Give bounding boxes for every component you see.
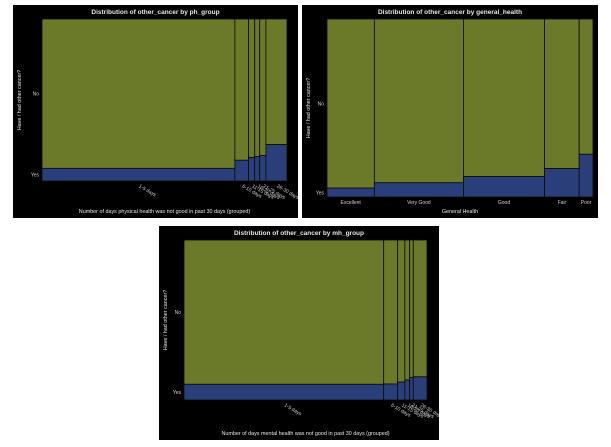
tile-yes-fair <box>544 168 580 198</box>
x-axis-label: Number of days mental health was not goo… <box>221 431 389 437</box>
y-axis-label: Have / had other cancer? <box>17 70 23 131</box>
y-tick-no: No <box>318 102 325 108</box>
chart-title: Distribution of other_cancer by ph_group <box>91 9 219 16</box>
tile-no-1-5-days <box>183 239 385 385</box>
tile-yes-excellent <box>326 187 375 198</box>
tile-yes-21-25-days <box>409 377 414 401</box>
x-tick-good: Good <box>498 200 510 206</box>
tile-yes-1-5-days <box>183 383 385 401</box>
tile-no-26-30-days <box>265 18 288 145</box>
tile-no-good <box>463 18 545 177</box>
tile-no-16-20-days <box>254 18 261 158</box>
tile-no-very-good <box>373 18 464 184</box>
tile-yes-11-15-days <box>248 157 256 182</box>
tile-no-6-10-days <box>234 18 249 161</box>
x-axis-label: Number of days physical health was not g… <box>79 209 251 215</box>
x-tick-very-good: Very Good <box>407 200 431 206</box>
mosaic-chart-mh-group: Distribution of other_cancer by mh_group… <box>159 226 439 440</box>
x-tick-1-5-days: 1-5 days <box>137 184 157 199</box>
tile-yes-poor <box>578 153 594 198</box>
tile-yes-26-30-days <box>265 144 288 182</box>
tile-yes-1-5-days <box>41 167 236 182</box>
y-tick-yes: Yes <box>31 173 40 179</box>
tile-yes-6-10-days <box>383 383 399 401</box>
y-axis-label: Have / had other cancer? <box>163 290 169 351</box>
tile-no-16-20-days <box>404 239 411 381</box>
tile-no-21-25-days <box>409 239 414 379</box>
tile-no-11-15-days <box>248 18 256 158</box>
mosaic-chart-general-health: Distribution of other_cancer by general_… <box>302 5 598 218</box>
tile-yes-16-20-days <box>254 156 261 182</box>
tile-no-21-25-days <box>259 18 267 156</box>
y-axis-label: Have / had other cancer? <box>306 78 312 139</box>
mosaic-chart-mh-group-svg: Distribution of other_cancer by mh_group… <box>163 230 439 437</box>
tile-no-6-10-days <box>383 239 399 385</box>
tile-yes-21-25-days <box>259 155 267 182</box>
tile-no-26-30-days <box>412 239 428 378</box>
tile-no-1-5-days <box>41 18 236 169</box>
y-tick-no: No <box>33 92 40 98</box>
y-tick-no: No <box>175 310 182 316</box>
tile-yes-6-10-days <box>234 159 249 182</box>
tile-yes-16-20-days <box>404 379 411 401</box>
tile-no-excellent <box>326 18 375 189</box>
x-tick-1-5-days: 1-5 days <box>283 403 303 418</box>
tile-yes-26-30-days <box>412 376 428 401</box>
mosaic-chart-ph-group-svg: Distribution of other_cancer by ph_group… <box>17 9 298 215</box>
x-tick-fair: Fair <box>558 200 567 206</box>
tile-yes-good <box>463 176 545 198</box>
tile-no-poor <box>578 18 594 155</box>
tile-yes-very-good <box>373 182 464 198</box>
y-tick-yes: Yes <box>173 390 182 396</box>
mosaic-chart-general-health-svg: Distribution of other_cancer by general_… <box>306 9 594 215</box>
tile-no-11-15-days <box>397 239 406 383</box>
mosaic-chart-ph-group: Distribution of other_cancer by ph_group… <box>13 5 298 218</box>
y-tick-yes: Yes <box>316 191 325 197</box>
tile-yes-11-15-days <box>397 381 406 401</box>
x-tick-excellent: Excellent <box>341 200 362 206</box>
tile-no-fair <box>544 18 580 169</box>
chart-title: Distribution of other_cancer by mh_group <box>234 230 364 237</box>
chart-title: Distribution of other_cancer by general_… <box>378 9 522 16</box>
x-axis-label: General Health <box>442 209 478 215</box>
x-tick-poor: Poor <box>581 200 592 206</box>
